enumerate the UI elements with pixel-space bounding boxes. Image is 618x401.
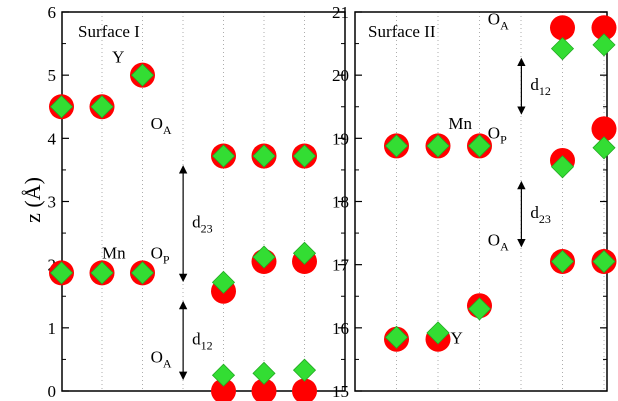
y-tick-label: 20 (332, 66, 349, 85)
atom-red-circle (251, 378, 277, 401)
atom-green-diamond (252, 245, 276, 269)
atom-green-diamond (292, 144, 317, 168)
y-tick-label: 0 (48, 382, 57, 401)
y-tick-label: 18 (332, 193, 349, 212)
atom-red-circle (550, 15, 575, 41)
y-tick-label: 6 (48, 3, 57, 22)
atom-green-diamond (49, 261, 74, 285)
atom-label: OA (151, 348, 172, 371)
y-tick-label: 17 (332, 256, 350, 275)
y-tick-label: 19 (332, 129, 349, 148)
y-tick-label: 21 (332, 3, 349, 22)
atom-green-diamond (592, 249, 616, 274)
atom-label: OA (488, 10, 509, 33)
atom-green-diamond (90, 95, 114, 119)
atom-label: Mn (448, 114, 472, 133)
atom-red-circle (292, 378, 317, 401)
panel-title: Surface II (368, 22, 436, 41)
atom-red-circle (591, 15, 617, 41)
atom-green-diamond (550, 155, 575, 179)
atom-green-diamond (292, 241, 317, 265)
distance-label: d23 (192, 213, 213, 236)
atom-label: OP (151, 243, 170, 266)
atom-green-diamond (49, 95, 74, 119)
atom-green-diamond (252, 361, 276, 385)
y-tick-label: 4 (48, 129, 57, 148)
y-tick-label: 16 (332, 319, 349, 338)
distance-label: d23 (530, 203, 551, 226)
plot-frame (61, 11, 346, 392)
atom-green-diamond (467, 297, 492, 321)
atom-green-diamond (550, 37, 575, 61)
y-tick-label: 15 (332, 382, 349, 401)
atom-green-diamond (426, 134, 450, 158)
atom-green-diamond (592, 33, 616, 57)
y-tick-label: 5 (48, 66, 57, 85)
atom-label: Y (450, 329, 462, 348)
atom-green-diamond (252, 144, 276, 168)
atom-green-diamond (90, 261, 114, 285)
atom-green-diamond (426, 321, 450, 345)
atom-red-circle (211, 378, 236, 401)
atom-green-diamond (211, 270, 236, 294)
atom-green-diamond (292, 358, 317, 382)
atom-green-diamond (467, 134, 492, 158)
atom-green-diamond (550, 249, 575, 274)
atom-green-diamond (592, 136, 616, 160)
distance-label: d12 (530, 75, 551, 98)
panel-title: Surface I (78, 22, 140, 41)
atom-label: OA (151, 114, 172, 137)
atom-red-circle (591, 116, 617, 142)
atom-green-diamond (130, 261, 155, 285)
atom-label: Mn (102, 243, 126, 262)
atom-label: Y (112, 48, 124, 67)
atom-green-diamond (130, 63, 155, 87)
atom-green-diamond (384, 325, 409, 349)
atom-green-diamond (211, 144, 236, 168)
atom-label: OA (488, 231, 509, 254)
distance-label: d12 (192, 329, 213, 352)
y-axis-label: z (Å) (20, 177, 45, 223)
atom-green-diamond (211, 363, 236, 387)
y-tick-label: 1 (48, 319, 57, 338)
atom-green-diamond (384, 134, 409, 158)
y-tick-label: 3 (48, 193, 57, 212)
